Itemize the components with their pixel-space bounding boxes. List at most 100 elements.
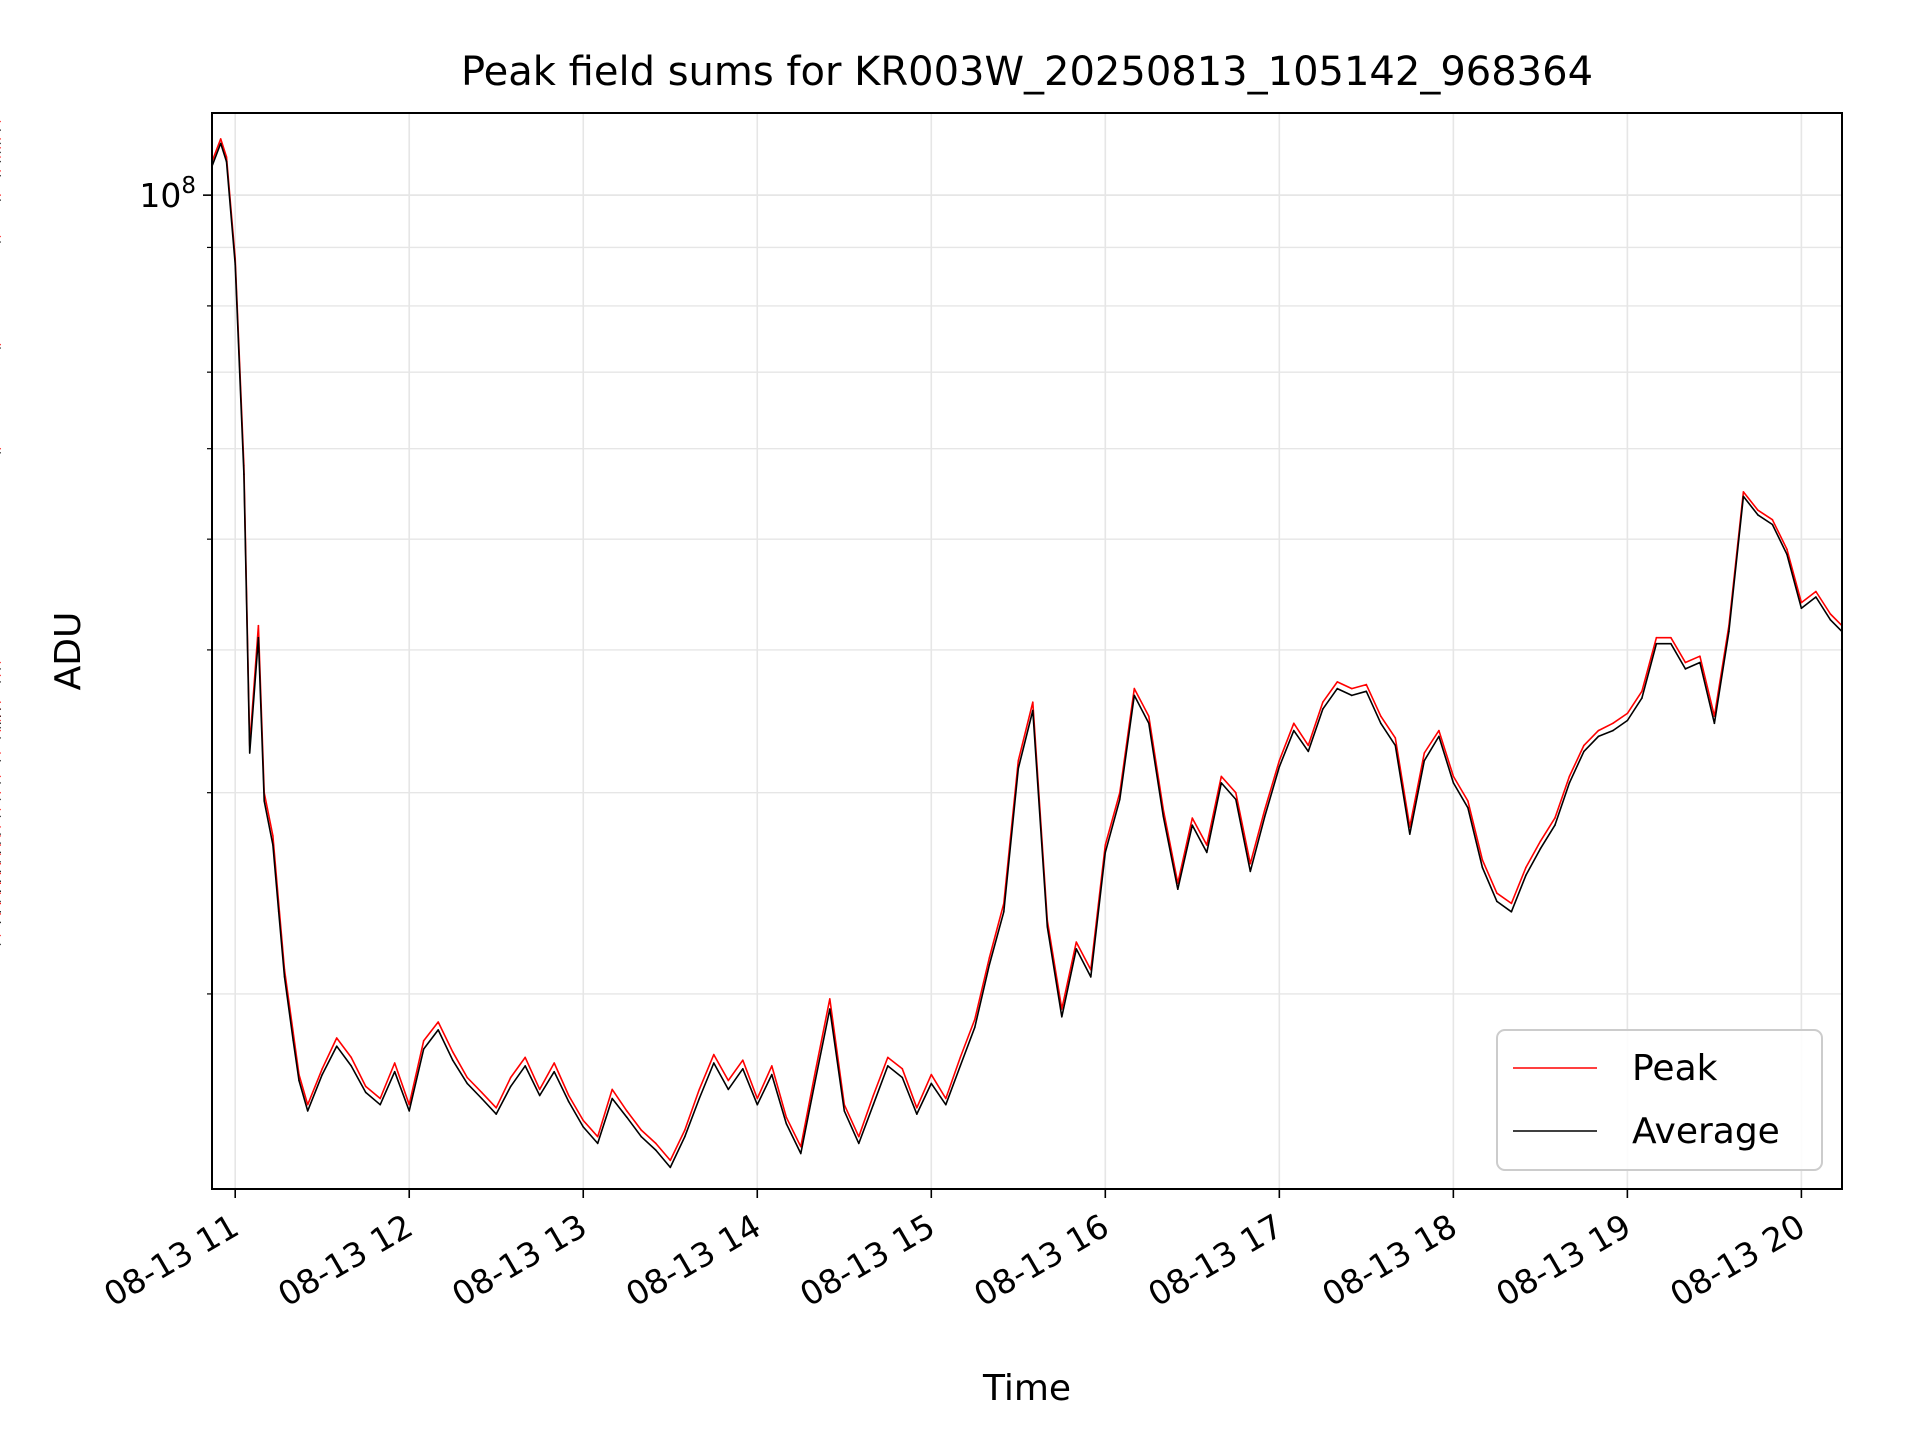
data-point-average [655, 1149, 657, 1151]
data-point-average [379, 1103, 382, 1106]
data-point-peak [1626, 712, 1629, 715]
data-point-peak [1742, 491, 1745, 493]
x-tick-label: 08-13 12 [271, 1206, 419, 1314]
data-point-peak [1670, 636, 1672, 639]
data-point-peak [1452, 775, 1455, 778]
data-point-average [713, 1062, 715, 1064]
data-point-average [1264, 815, 1266, 818]
data-point-peak [1148, 715, 1150, 717]
data-point-average [0, 782, 1, 784]
data-point-average [335, 1045, 338, 1047]
data-point-average [1452, 782, 1455, 784]
data-point-peak [887, 1056, 889, 1059]
data-point-average [1539, 847, 1542, 850]
data-point-peak [0, 862, 1, 865]
data-point-peak [509, 1076, 512, 1079]
data-point-peak [1438, 729, 1440, 732]
x-tick-label: 08-13 13 [445, 1206, 593, 1314]
data-point-average [0, 759, 1, 762]
data-point-average [0, 861, 1, 863]
data-point-average [350, 1065, 353, 1067]
data-point-peak [0, 882, 1, 884]
data-point-peak [0, 138, 1, 140]
data-point-peak [698, 1088, 701, 1091]
data-point-average [1626, 719, 1629, 722]
data-point-average [1568, 782, 1571, 784]
data-point-peak [393, 1062, 396, 1064]
data-point-average [219, 142, 222, 145]
data-point-average [0, 129, 1, 131]
data-point-average [742, 1068, 744, 1070]
data-point-average [0, 722, 1, 725]
data-point-peak [0, 808, 1, 811]
data-point-average [1148, 722, 1150, 725]
data-point-peak [0, 853, 1, 856]
data-point-average [669, 1166, 672, 1169]
data-point-peak [1191, 817, 1194, 819]
data-point-average [364, 1091, 367, 1094]
data-point-average [785, 1122, 788, 1125]
data-point-peak [1554, 817, 1556, 819]
data-point-average [582, 1126, 584, 1128]
series-layer [0, 120, 1843, 1169]
chart-title: Peak field sums for KR003W_20250813_1051… [461, 49, 1593, 95]
data-point-peak [0, 826, 1, 828]
data-point-average [0, 911, 1, 913]
data-point-average [1061, 1016, 1063, 1018]
data-point-average [1829, 619, 1832, 621]
data-point-peak [0, 147, 1, 149]
data-point-peak [1307, 744, 1310, 747]
data-point-peak [1597, 729, 1600, 732]
data-point-average [1235, 798, 1237, 801]
data-point-average [422, 1048, 425, 1050]
data-point-peak [480, 1091, 483, 1094]
data-point-peak [1264, 808, 1266, 811]
data-point-peak [408, 1103, 411, 1106]
data-point-average [1800, 607, 1803, 610]
data-point-average [1293, 729, 1295, 732]
data-point-average [1104, 851, 1107, 854]
data-point-average [257, 636, 260, 639]
data-point-peak [713, 1053, 715, 1056]
data-point-average [596, 1142, 599, 1145]
data-point-peak [0, 835, 1, 837]
data-point-average [626, 1116, 628, 1118]
data-point-average [988, 964, 991, 966]
data-point-peak [1757, 509, 1759, 512]
data-point-average [495, 1113, 498, 1115]
data-point-average [1423, 759, 1426, 762]
data-point-average [0, 708, 1, 710]
data-point-average [1206, 851, 1208, 854]
data-point-average [0, 142, 1, 145]
data-point-peak [756, 1097, 759, 1100]
series-line-average [211, 142, 1843, 1169]
data-point-peak [1510, 902, 1513, 905]
data-point-peak [1467, 800, 1469, 802]
data-point-peak [1351, 687, 1353, 690]
data-point-average [1177, 888, 1179, 890]
data-point-average [1278, 766, 1281, 768]
data-point-peak [640, 1129, 643, 1131]
x-tick-label: 08-13 15 [793, 1206, 941, 1314]
data-point-average [1307, 750, 1310, 753]
data-point-average [1220, 782, 1223, 784]
data-point-peak [0, 729, 1, 732]
data-point-average [277, 911, 280, 913]
x-tick-label: 08-13 14 [619, 1206, 767, 1314]
data-point-average [1032, 709, 1034, 712]
data-point-average [1467, 807, 1469, 809]
x-tick-label: 08-13 16 [967, 1206, 1115, 1314]
data-point-average [0, 737, 1, 739]
data-point-average [945, 1103, 947, 1106]
data-point-average [1786, 553, 1788, 556]
data-point-average [1336, 687, 1339, 690]
data-point-average [959, 1065, 962, 1067]
data-point-peak [1032, 701, 1034, 703]
data-point-peak [1380, 715, 1382, 717]
data-point-average [771, 1073, 773, 1076]
data-point-peak [1800, 601, 1803, 604]
data-point-average [916, 1113, 918, 1115]
data-point-peak [1525, 866, 1527, 869]
data-point-average [1394, 744, 1397, 747]
x-axis-label: Time [982, 1368, 1071, 1409]
